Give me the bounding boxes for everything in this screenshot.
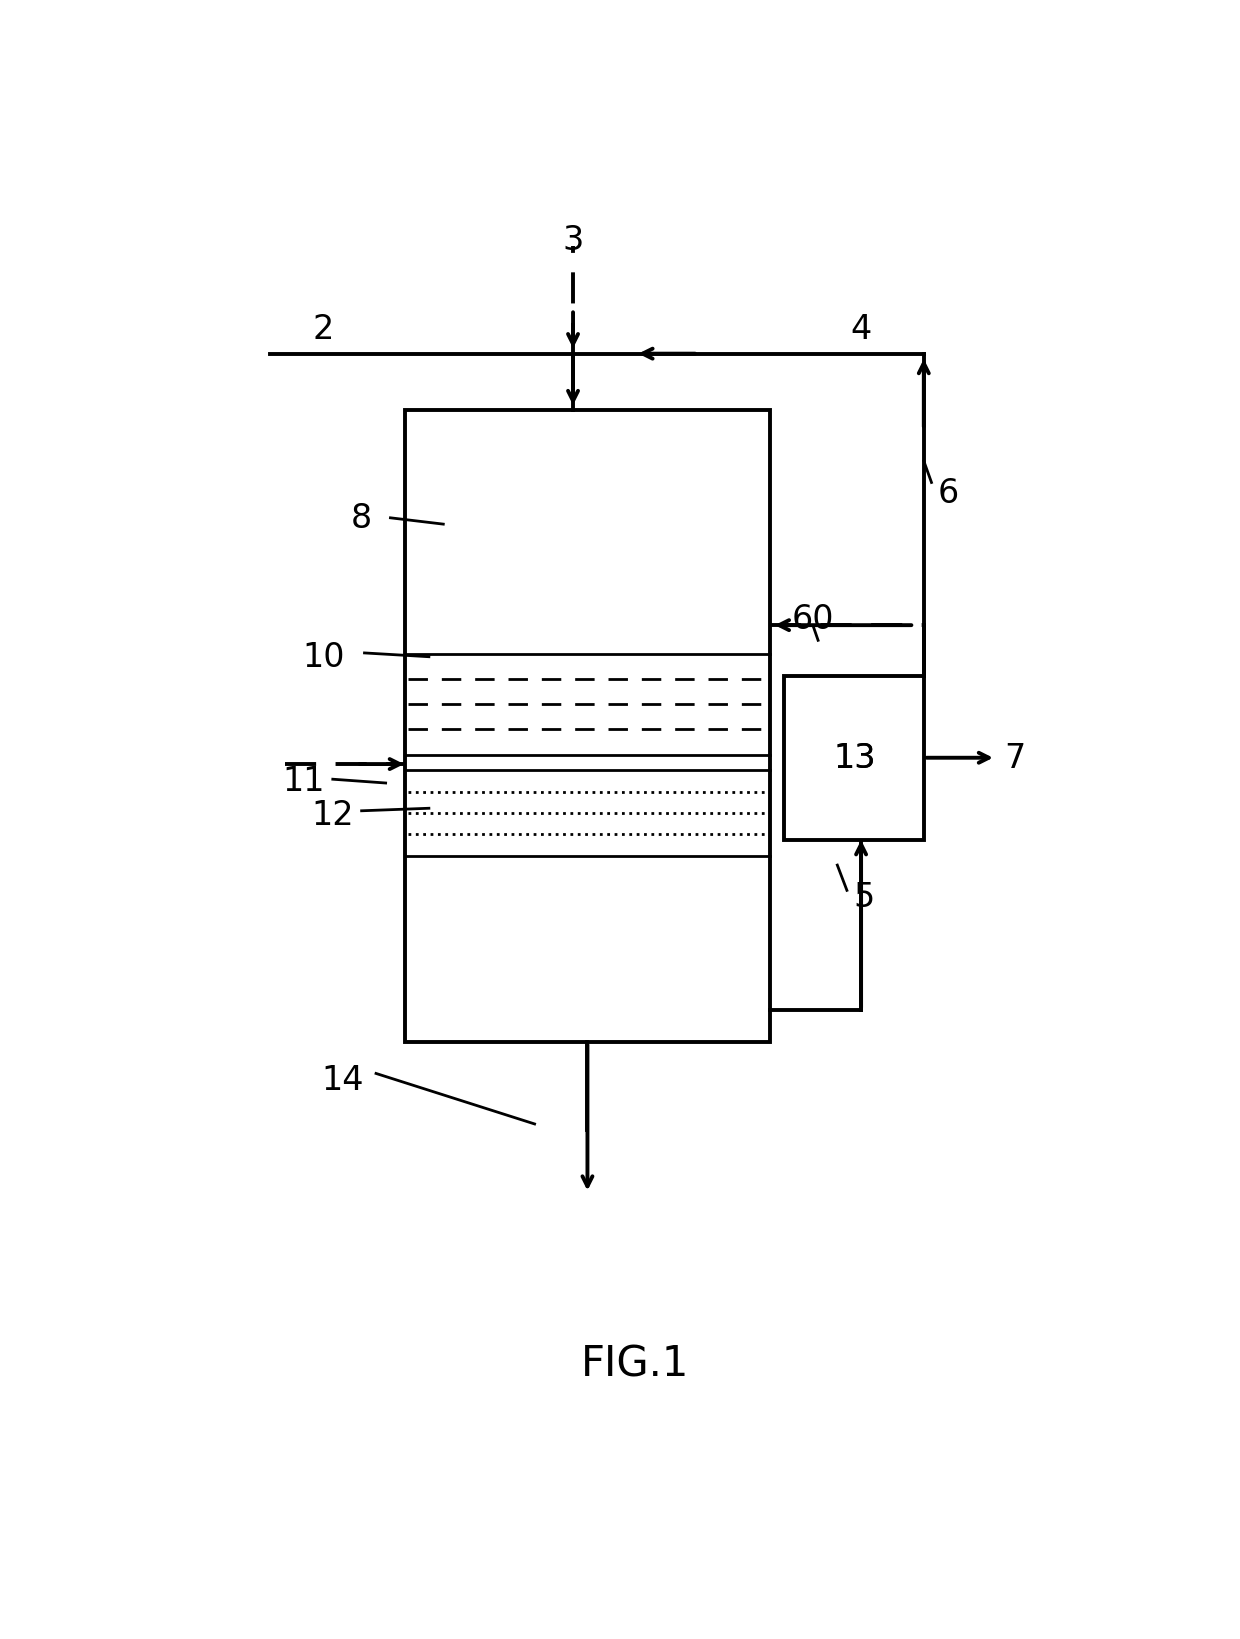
Text: 10: 10 bbox=[301, 641, 345, 674]
Text: 3: 3 bbox=[563, 225, 584, 257]
Text: 7: 7 bbox=[1004, 742, 1025, 775]
Text: 11: 11 bbox=[283, 764, 325, 798]
Text: 60: 60 bbox=[792, 603, 835, 636]
Text: 6: 6 bbox=[937, 477, 959, 510]
Text: 13: 13 bbox=[833, 742, 875, 775]
Text: 4: 4 bbox=[851, 313, 872, 346]
Text: FIG.1: FIG.1 bbox=[582, 1342, 689, 1385]
Bar bbox=[785, 677, 924, 841]
Text: 5: 5 bbox=[853, 880, 875, 913]
Text: 14: 14 bbox=[321, 1064, 363, 1096]
Text: 2: 2 bbox=[312, 313, 334, 346]
Text: 13: 13 bbox=[833, 742, 875, 775]
Bar bbox=[404, 411, 770, 1042]
Text: 12: 12 bbox=[311, 798, 355, 831]
Text: 8: 8 bbox=[351, 502, 372, 534]
